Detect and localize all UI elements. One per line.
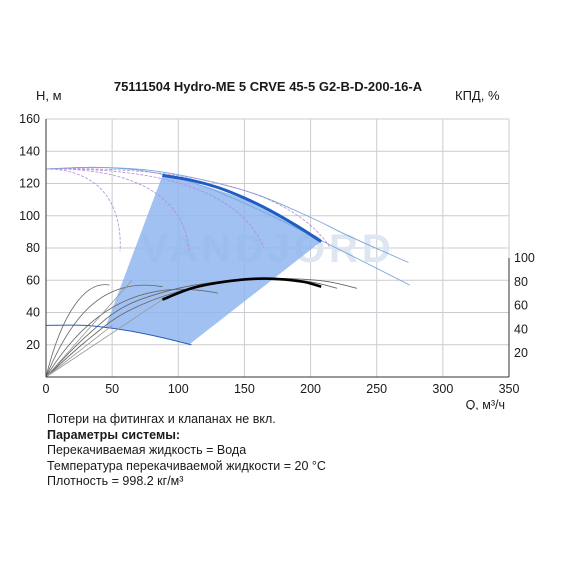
efficiency-curve-operating xyxy=(161,277,322,301)
reduced-speed-efficiency-curve xyxy=(45,284,110,378)
y-left-tick-label: 40 xyxy=(26,306,40,320)
y-left-tick-label: 60 xyxy=(26,273,40,287)
grid xyxy=(46,118,510,377)
y-axis-right-label: КПД, % xyxy=(455,88,500,103)
head-curve-thin xyxy=(45,166,411,286)
reduced-speed-head-curve xyxy=(45,168,121,252)
system-curve xyxy=(45,299,163,378)
x-tick-label: 300 xyxy=(432,382,453,396)
y-right-tick-label: 40 xyxy=(514,322,528,336)
x-tick-label: 350 xyxy=(499,382,520,396)
x-tick-label: 150 xyxy=(234,382,255,396)
system-curve xyxy=(45,279,133,378)
reduced-speed-head-curve xyxy=(45,168,331,249)
tick-labels: 0 50 100 150 200 250 300 350 20 40 60 80 100 120 140 16… xyxy=(19,112,535,396)
operating-region xyxy=(105,175,322,345)
head-curve-operating xyxy=(162,173,322,243)
x-axis-label: Q, м³/ч xyxy=(466,398,505,410)
note-fittings: Потери на фитингах и клапанах не вкл. xyxy=(47,412,276,426)
chart-title: 75111504 Hydro-ME 5 CRVE 45-5 G2-B-D-200… xyxy=(114,79,423,94)
y-left-tick-label: 160 xyxy=(19,112,40,126)
x-tick-label: 200 xyxy=(300,382,321,396)
x-tick-label: 100 xyxy=(168,382,189,396)
y-left-tick-label: 100 xyxy=(19,209,40,223)
note-liquid: Перекачиваемая жидкость = Вода xyxy=(47,443,247,457)
system-notes: Потери на фитингах и клапанах не вкл. Па… xyxy=(47,412,326,490)
operating-area xyxy=(105,175,322,345)
min-speed-head-curve xyxy=(45,324,192,346)
y-left-tick-label: 20 xyxy=(26,338,40,352)
y-left-tick-label: 80 xyxy=(26,241,40,255)
main-curves xyxy=(161,173,322,301)
note-temperature: Температура перекачиваемой жидкости = 20… xyxy=(47,458,326,473)
note-system-params-heading: Параметры системы: xyxy=(47,427,181,442)
reduced-speed-efficiency-curve xyxy=(45,284,163,378)
y-right-tick-label: 60 xyxy=(514,299,528,313)
reduced-speed-head-curve xyxy=(45,168,265,249)
x-tick-label: 50 xyxy=(105,382,119,396)
y-right-tick-label: 100 xyxy=(514,251,535,265)
axes xyxy=(45,119,510,378)
y-left-tick-label: 140 xyxy=(19,144,40,158)
y-right-tick-label: 80 xyxy=(514,275,528,289)
y-axis-left-label: H, м xyxy=(36,88,62,103)
x-tick-label: 0 xyxy=(43,382,50,396)
reduced-speed-head-curve xyxy=(45,168,190,252)
y-left-tick-label: 120 xyxy=(19,177,40,191)
y-right-tick-label: 20 xyxy=(514,346,528,360)
system-curve xyxy=(45,325,113,378)
note-density: Плотность = 998.2 кг/м³ xyxy=(47,474,184,488)
pump-performance-chart: 75111504 Hydro-ME 5 CRVE 45-5 G2-B-D-200… xyxy=(19,79,535,410)
x-tick-label: 250 xyxy=(366,382,387,396)
